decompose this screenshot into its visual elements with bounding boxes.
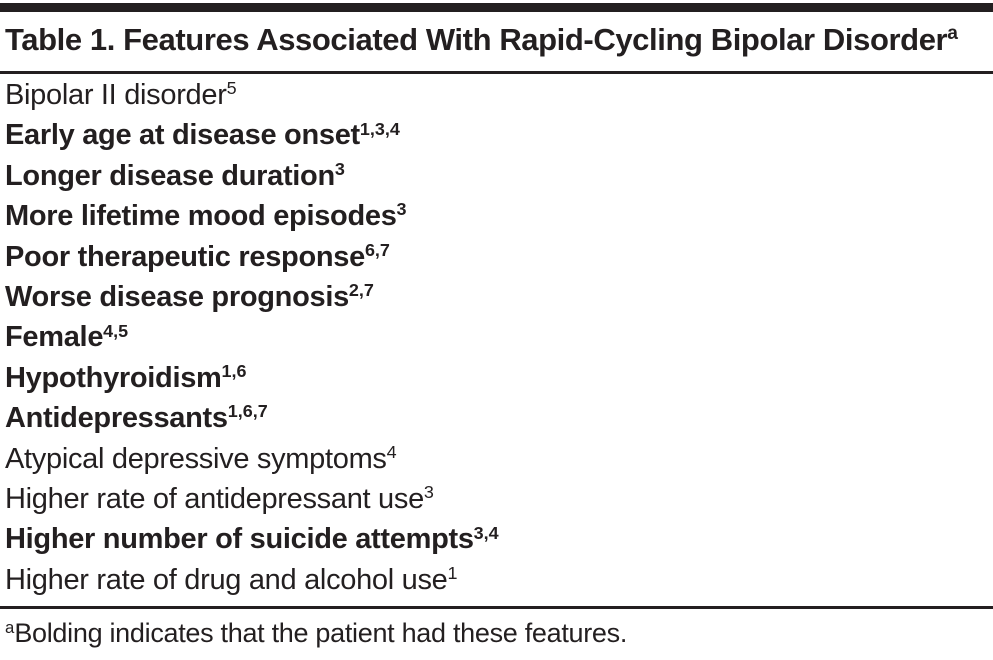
feature-text: Female [5,321,104,354]
table-title-block: Table 1. Features Associated With Rapid-… [0,12,993,71]
feature-citation: 5 [226,78,237,99]
feature-citation: 2,7 [348,280,374,301]
feature-text: Atypical depressive symptoms [5,442,387,475]
feature-text: Bipolar II disorder [5,79,227,111]
table-title-text: Table 1. Features Associated With Rapid-… [5,22,948,57]
feature-citation: 3 [423,482,434,503]
feature-text: Early age at disease onset [5,119,360,152]
feature-list: Bipolar II disorder5 Early age at diseas… [0,74,993,606]
feature-row: Female4,5 [5,319,985,359]
feature-text: Higher number of suicide attempts [5,523,474,556]
feature-citation: 4 [386,441,397,462]
feature-text: Poor therapeutic response [5,240,365,273]
feature-citation: 3 [396,199,407,220]
table-title: Table 1. Features Associated With Rapid-… [5,21,985,64]
feature-row: Early age at disease onset1,3,4 [5,117,985,157]
footnote-divider-rule [0,606,993,610]
feature-citation: 3 [334,158,345,179]
feature-citation: 1 [447,563,458,583]
feature-row: Higher rate of drug and alcohol use1 [5,562,985,602]
feature-text: Higher rate of antidepressant use [5,483,424,516]
feature-text: Hypothyroidism [5,361,222,394]
feature-row: Atypical depressive symptoms4 [5,441,985,481]
footnote-text: Bolding indicates that the patient had t… [14,618,628,649]
feature-citation: 6,7 [364,239,390,260]
feature-row: Longer disease duration3 [5,158,985,198]
top-rule [0,3,993,12]
feature-text: More lifetime mood episodes [5,200,397,233]
feature-row: Higher rate of antidepressant use3 [5,481,985,521]
feature-text: Antidepressants [5,402,228,435]
title-divider-rule [0,71,993,74]
feature-row: Higher number of suicide attempts3,4 [5,521,985,561]
feature-text: Worse disease prognosis [5,281,349,314]
feature-row: Worse disease prognosis2,7 [5,279,985,319]
feature-citation: 1,6 [221,360,247,381]
feature-text: Higher rate of drug and alcohol use [5,563,448,596]
footnote-block: aBolding indicates that the patient had … [0,609,993,660]
table-title-footnote-marker: a [947,23,958,45]
feature-citation: 1,6,7 [227,401,268,422]
feature-row: Antidepressants1,6,7 [5,400,985,440]
feature-row: Bipolar II disorder5 [5,77,985,117]
feature-row: Hypothyroidism1,6 [5,360,985,400]
feature-row: More lifetime mood episodes3 [5,198,985,238]
feature-text: Longer disease duration [5,159,335,192]
feature-citation: 3,4 [473,522,499,543]
feature-row: Poor therapeutic response6,7 [5,239,985,279]
footnote-marker: a [5,618,15,638]
feature-citation: 1,3,4 [359,118,400,139]
footnote: aBolding indicates that the patient had … [5,616,985,654]
feature-citation: 4,5 [103,320,129,341]
